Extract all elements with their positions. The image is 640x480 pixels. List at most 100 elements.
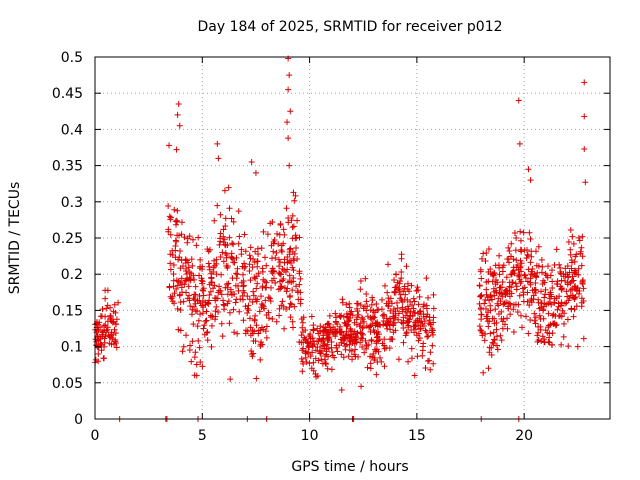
data-point [527,259,534,266]
data-point [218,271,225,278]
data-point [113,316,120,323]
data-point [532,279,539,286]
data-point [563,299,570,306]
data-point [240,287,247,294]
data-point [477,268,484,275]
data-point [361,303,368,310]
data-point [208,322,215,329]
data-point [530,296,537,303]
data-point [421,318,428,325]
data-point [562,265,569,272]
data-point [580,285,587,292]
data-point [234,271,241,278]
data-point [240,317,247,324]
data-point [370,350,377,357]
data-point [543,272,550,279]
data-point [268,284,275,291]
data-point [483,313,490,320]
data-point [495,262,502,269]
data-point [284,119,291,126]
plot-frame [94,56,611,420]
data-point [572,253,579,260]
data-point [270,248,277,255]
data-point [280,226,287,233]
data-point [499,293,506,300]
data-point [390,329,397,336]
data-point [211,257,218,264]
data-point [504,315,511,322]
data-point [233,270,240,277]
data-point [487,330,494,337]
data-point [381,282,388,289]
data-point [396,280,403,287]
data-point [511,230,518,237]
data-point [247,324,254,331]
data-point [199,278,206,285]
data-point [486,297,493,304]
data-point [570,313,577,320]
data-point [567,246,574,253]
y-tick-label: 0.4 [61,122,83,138]
data-point [495,311,502,318]
data-point [194,307,201,314]
data-point [305,349,312,356]
data-point [219,333,226,340]
data-point [215,155,222,162]
data-point [359,325,366,332]
data-point [572,270,579,277]
data-point [549,285,556,292]
data-point [308,313,315,320]
data-point [238,246,245,253]
data-point [253,322,260,329]
data-point [286,304,293,311]
data-point [570,277,577,284]
data-point [387,318,394,325]
data-point [287,108,294,115]
data-point [280,303,287,310]
data-point [112,309,119,316]
data-point [289,235,296,242]
data-point [200,285,207,292]
data-point [423,302,430,309]
data-point [576,237,583,244]
data-point [523,313,530,320]
data-point [296,281,303,288]
data-point [169,247,176,254]
data-point [260,276,267,283]
data-point [581,113,588,120]
data-point [395,356,402,363]
data-point [484,294,491,301]
data-point [506,293,513,300]
data-point [234,265,241,272]
data-point [358,330,365,337]
data-point [255,251,262,258]
data-point [497,332,504,339]
data-point [214,202,221,209]
data-point [220,258,227,265]
data-point [250,350,257,357]
data-point [367,365,374,372]
y-tick-label: 0 [74,412,83,428]
data-point [182,277,189,284]
data-point [111,341,118,348]
data-point [286,251,293,258]
data-point [227,286,234,293]
data-point [364,313,371,320]
data-point [184,295,191,302]
data-point [403,329,410,336]
data-point [558,341,565,348]
data-point [320,342,327,349]
data-point [188,270,195,277]
data-point [571,258,578,265]
y-tick-label: 0.05 [52,376,83,392]
data-point [343,322,350,329]
data-point [179,281,186,288]
data-point [534,332,541,339]
data-point [300,329,307,336]
data-point [322,324,329,331]
data-point [562,278,569,285]
data-point [502,291,509,298]
data-point [207,312,214,319]
data-point [212,308,219,315]
data-point [494,300,501,307]
